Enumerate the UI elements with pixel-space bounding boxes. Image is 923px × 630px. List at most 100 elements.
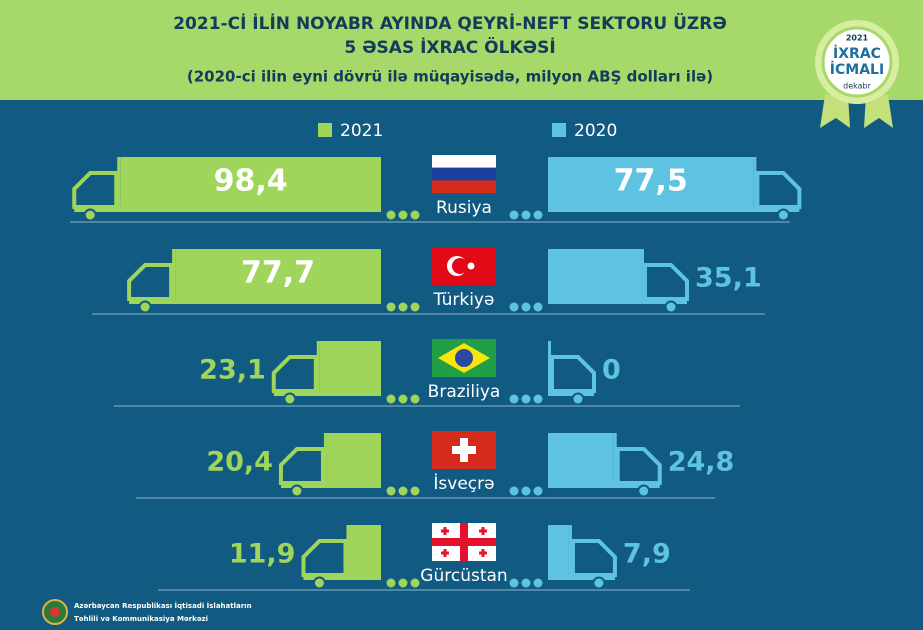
value-label: 23,1 xyxy=(199,355,266,386)
bar xyxy=(319,341,381,391)
value-label: 98,4 xyxy=(214,164,288,199)
wheel xyxy=(531,300,545,314)
trailer-front xyxy=(172,249,176,299)
flag xyxy=(432,247,496,285)
wheel xyxy=(507,208,521,222)
wheel xyxy=(408,300,422,314)
legend-label: 2020 xyxy=(574,121,617,141)
emblem-center xyxy=(50,607,60,617)
bar xyxy=(548,249,642,299)
wheel xyxy=(519,300,533,314)
trailer-front xyxy=(323,433,327,483)
wheel xyxy=(408,392,422,406)
trailer-front xyxy=(548,341,551,391)
trailer-front xyxy=(117,157,121,207)
flag xyxy=(432,339,496,377)
flag-stripe xyxy=(432,167,496,181)
wheel xyxy=(507,300,521,314)
legend-label: 2021 xyxy=(340,121,383,141)
ribbon xyxy=(820,95,850,128)
wheel xyxy=(83,208,97,222)
flag-cross xyxy=(432,538,496,546)
wheel xyxy=(519,392,533,406)
trailer-front xyxy=(613,433,617,483)
value-label: 77,5 xyxy=(614,164,688,199)
wheel xyxy=(283,392,297,406)
chassis xyxy=(548,207,800,212)
chassis xyxy=(280,483,381,488)
category-label: Braziliya xyxy=(428,382,501,402)
wheel xyxy=(312,576,326,590)
truck xyxy=(278,433,422,498)
wheel xyxy=(384,392,398,406)
truck xyxy=(127,249,422,314)
chassis xyxy=(548,299,688,304)
flag-small-cross xyxy=(479,551,487,555)
truck xyxy=(507,433,662,498)
chassis xyxy=(548,483,660,488)
wheel xyxy=(396,300,410,314)
footer-line: Təhlili və Kommunikasiya Mərkəzi xyxy=(74,615,208,623)
flag-star xyxy=(467,262,475,270)
flag-cross xyxy=(452,446,476,454)
wheel xyxy=(507,576,521,590)
wheel xyxy=(519,208,533,222)
value-label: 35,1 xyxy=(695,263,762,294)
wheel xyxy=(637,484,651,498)
chassis xyxy=(129,299,381,304)
chassis xyxy=(303,575,381,580)
wheel xyxy=(664,300,678,314)
legend-swatch xyxy=(318,123,332,137)
flag-stripe xyxy=(432,180,496,194)
wheel xyxy=(290,484,304,498)
truck xyxy=(507,157,802,222)
trailer-front xyxy=(346,525,350,575)
wheel xyxy=(408,576,422,590)
trailer-front xyxy=(641,249,645,299)
truck xyxy=(72,157,422,222)
wheel xyxy=(531,392,545,406)
wheel xyxy=(384,576,398,590)
subtitle: (2020-ci ilin eyni dövrü ilə müqayisədə,… xyxy=(187,68,713,86)
wheel xyxy=(396,392,410,406)
value-label: 0 xyxy=(602,355,621,386)
badge-name: İXRAC xyxy=(833,45,881,62)
bar xyxy=(326,433,381,483)
flag xyxy=(432,431,496,469)
chassis xyxy=(273,391,381,396)
trailer-front xyxy=(316,341,320,391)
value-label: 77,7 xyxy=(241,256,315,291)
flag xyxy=(432,155,496,194)
badge: 2021 İXRAC İCMALI dekabr xyxy=(815,20,899,128)
wheel xyxy=(571,392,585,406)
category-label: Türkiyə xyxy=(433,290,495,310)
wheel xyxy=(519,576,533,590)
bar xyxy=(548,525,569,575)
chassis xyxy=(548,391,594,396)
bar xyxy=(349,525,381,575)
badge-name: İCMALI xyxy=(830,61,884,78)
truck xyxy=(507,525,617,590)
rosette-center xyxy=(821,26,893,98)
wheel xyxy=(408,208,422,222)
wheel xyxy=(408,484,422,498)
value-label: 24,8 xyxy=(668,447,735,478)
ribbon xyxy=(864,95,893,128)
wheel xyxy=(384,484,398,498)
chassis xyxy=(548,575,615,580)
value-label: 20,4 xyxy=(206,447,273,478)
wheel xyxy=(384,300,398,314)
flag-crescent-cut xyxy=(452,258,468,274)
bar xyxy=(175,249,381,299)
trailer-front xyxy=(753,157,757,207)
truck xyxy=(301,525,422,590)
category-label: İsveçrə xyxy=(433,473,494,494)
header-band xyxy=(0,0,923,100)
bar xyxy=(548,433,614,483)
wheel xyxy=(396,484,410,498)
flag-globe xyxy=(455,349,473,367)
footer-emblem xyxy=(42,599,68,625)
flag-small-cross xyxy=(441,551,449,555)
truck xyxy=(507,249,690,314)
